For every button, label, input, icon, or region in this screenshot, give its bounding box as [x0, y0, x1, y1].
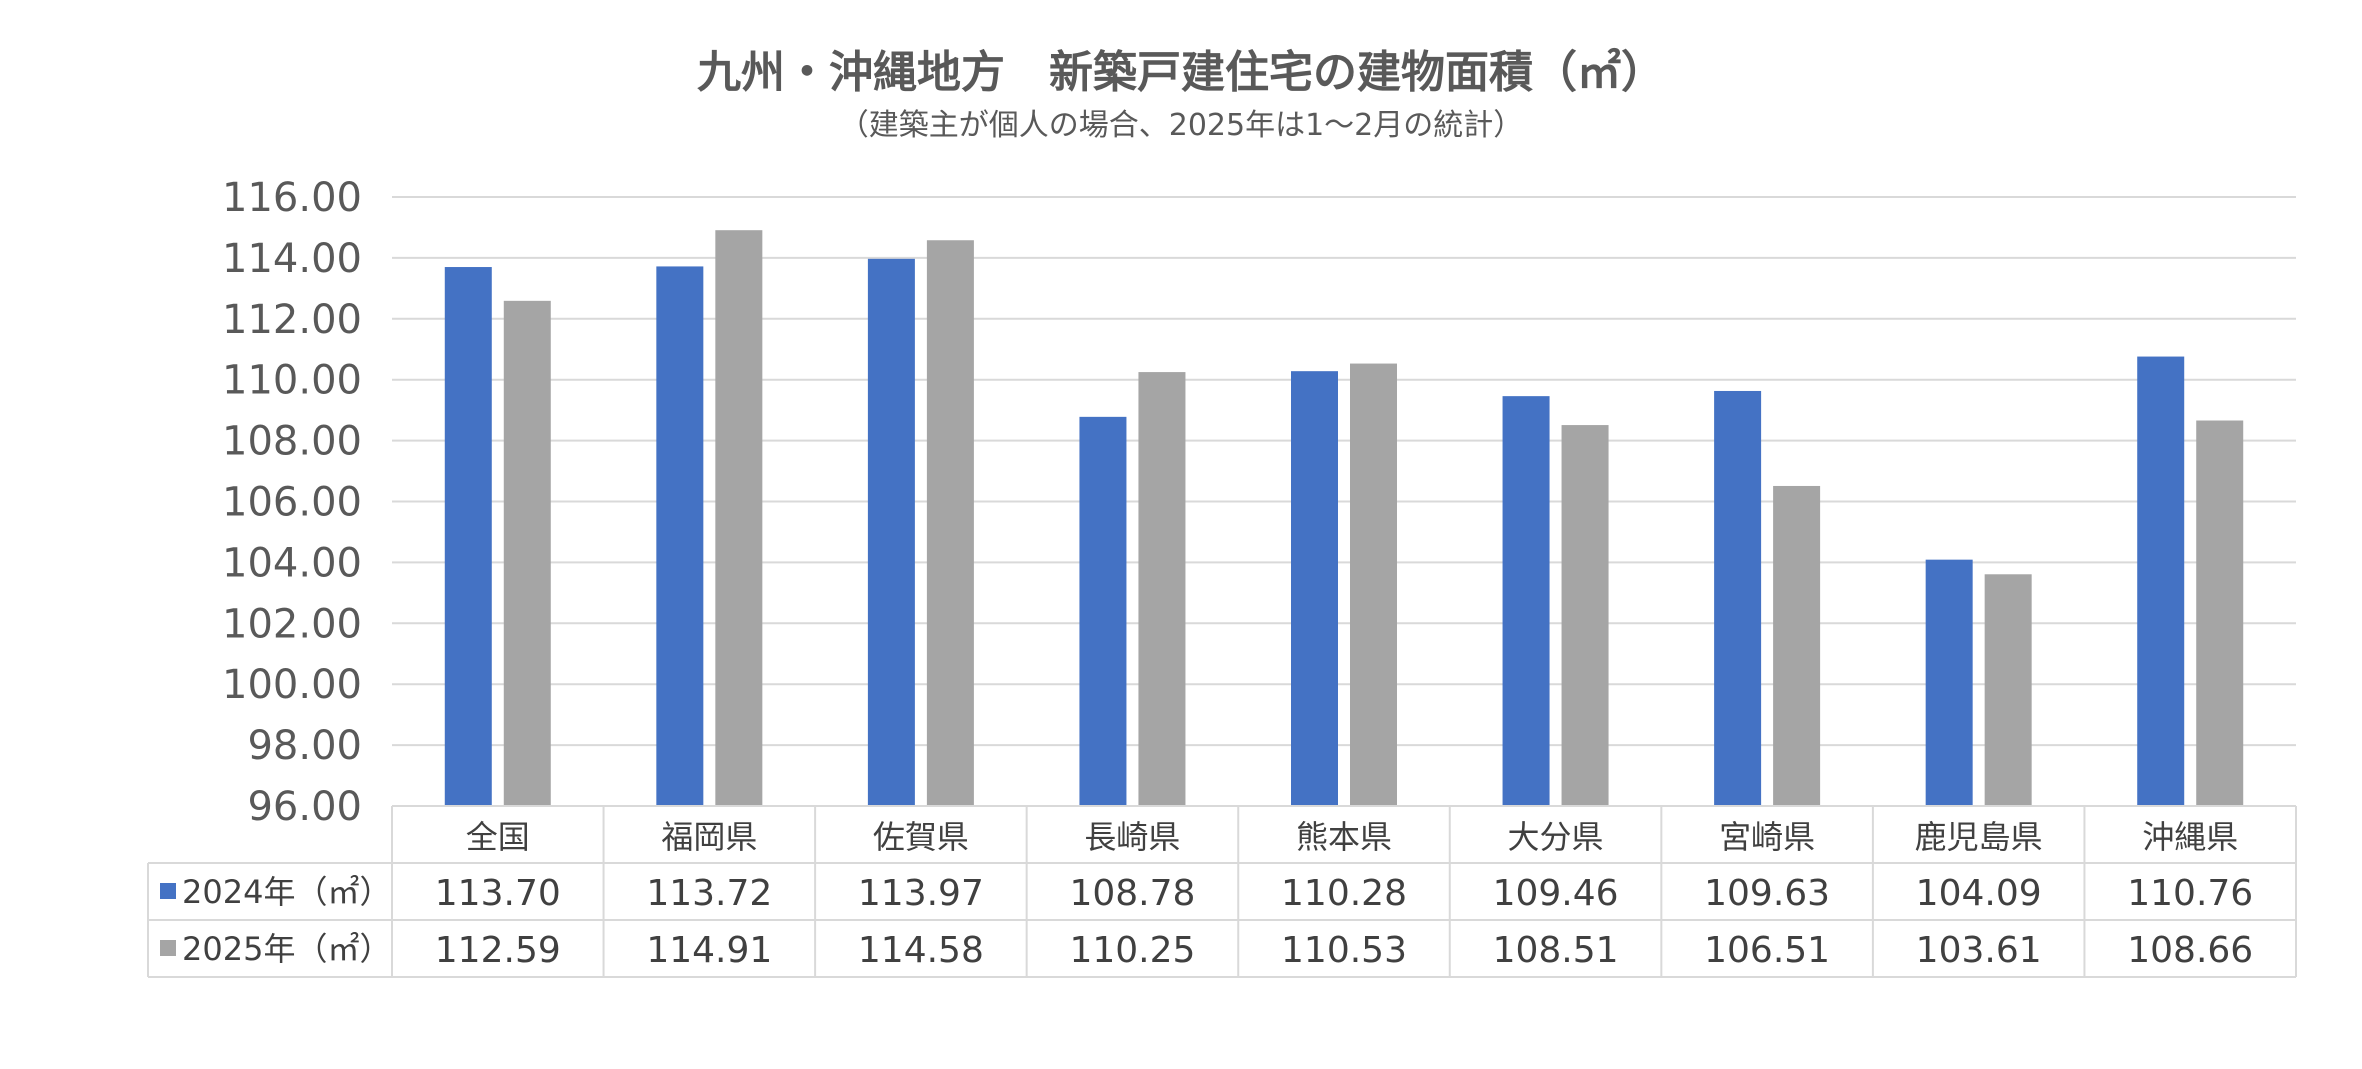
legend-label: 2024年（㎡） — [182, 873, 391, 911]
y-tick-label: 96.00 — [247, 784, 362, 830]
y-tick-label: 102.00 — [222, 601, 362, 647]
data-table-value: 109.63 — [1704, 873, 1830, 914]
y-tick-label: 112.00 — [222, 297, 362, 343]
bar-2025 — [503, 300, 551, 806]
bar-2025 — [1984, 574, 2032, 806]
bar-2025 — [1561, 425, 1609, 806]
data-table-value: 113.70 — [435, 873, 561, 914]
data-table-value: 109.46 — [1493, 873, 1619, 914]
x-tick-label: 宮崎県 — [1719, 818, 1815, 856]
x-tick-label: 大分県 — [1508, 818, 1604, 856]
data-table-value: 110.53 — [1281, 930, 1407, 971]
data-table-value: 112.59 — [435, 930, 561, 971]
data-table-value: 114.58 — [858, 930, 984, 971]
y-tick-label: 106.00 — [222, 480, 362, 526]
data-table-value: 113.72 — [646, 873, 772, 914]
data-table-value: 106.51 — [1704, 930, 1830, 971]
x-tick-label: 熊本県 — [1296, 818, 1392, 856]
bar-2024 — [444, 267, 492, 806]
chart-subtitle: （建築主が個人の場合、2025年は1～2月の統計） — [838, 108, 1524, 143]
legend-swatch — [160, 940, 176, 956]
data-table-value: 108.78 — [1069, 873, 1195, 914]
y-tick-label: 114.00 — [222, 236, 362, 282]
bar-2024 — [656, 266, 704, 806]
data-table-value: 110.25 — [1069, 930, 1195, 971]
bar-2024 — [2137, 356, 2185, 806]
x-tick-label: 佐賀県 — [873, 818, 969, 856]
bar-2024 — [1291, 371, 1338, 806]
x-tick-label: 福岡県 — [661, 818, 757, 856]
bar-2024 — [1079, 416, 1127, 806]
bar-2024 — [867, 258, 915, 807]
chart-title: 九州・沖縄地方 新築戸建住宅の建物面積（㎡） — [697, 47, 1665, 98]
data-table-value: 108.51 — [1493, 930, 1619, 971]
bar-2025 — [1773, 485, 1821, 806]
y-tick-label: 108.00 — [222, 419, 362, 465]
bar-2025 — [1138, 372, 1186, 806]
y-tick-label: 100.00 — [222, 662, 362, 708]
bar-2025 — [1350, 363, 1397, 806]
bar-2025 — [715, 230, 763, 807]
data-table-value: 110.28 — [1281, 873, 1407, 914]
x-tick-label: 長崎県 — [1084, 818, 1180, 856]
bar-2025 — [926, 240, 974, 806]
y-tick-label: 104.00 — [222, 540, 362, 586]
y-tick-label: 110.00 — [222, 358, 362, 404]
data-table-value: 110.76 — [2127, 873, 2253, 914]
bar-2024 — [1925, 559, 1973, 806]
data-table-value: 104.09 — [1916, 873, 2042, 914]
data-table-value: 103.61 — [1916, 930, 2042, 971]
legend-swatch — [160, 883, 176, 899]
x-tick-label: 沖縄県 — [2142, 818, 2238, 856]
data-table-value: 108.66 — [2127, 930, 2253, 971]
bar-2025 — [2196, 420, 2244, 806]
legend-label: 2025年（㎡） — [182, 930, 391, 968]
bar-2024 — [1502, 396, 1550, 806]
bar-2024 — [1714, 390, 1762, 806]
y-tick-label: 98.00 — [247, 723, 362, 769]
x-tick-label: 鹿児島県 — [1915, 818, 2043, 856]
data-table-value: 113.97 — [858, 873, 984, 914]
data-table-value: 114.91 — [646, 930, 772, 971]
y-tick-label: 116.00 — [222, 175, 362, 221]
x-tick-label: 全国 — [466, 818, 530, 856]
